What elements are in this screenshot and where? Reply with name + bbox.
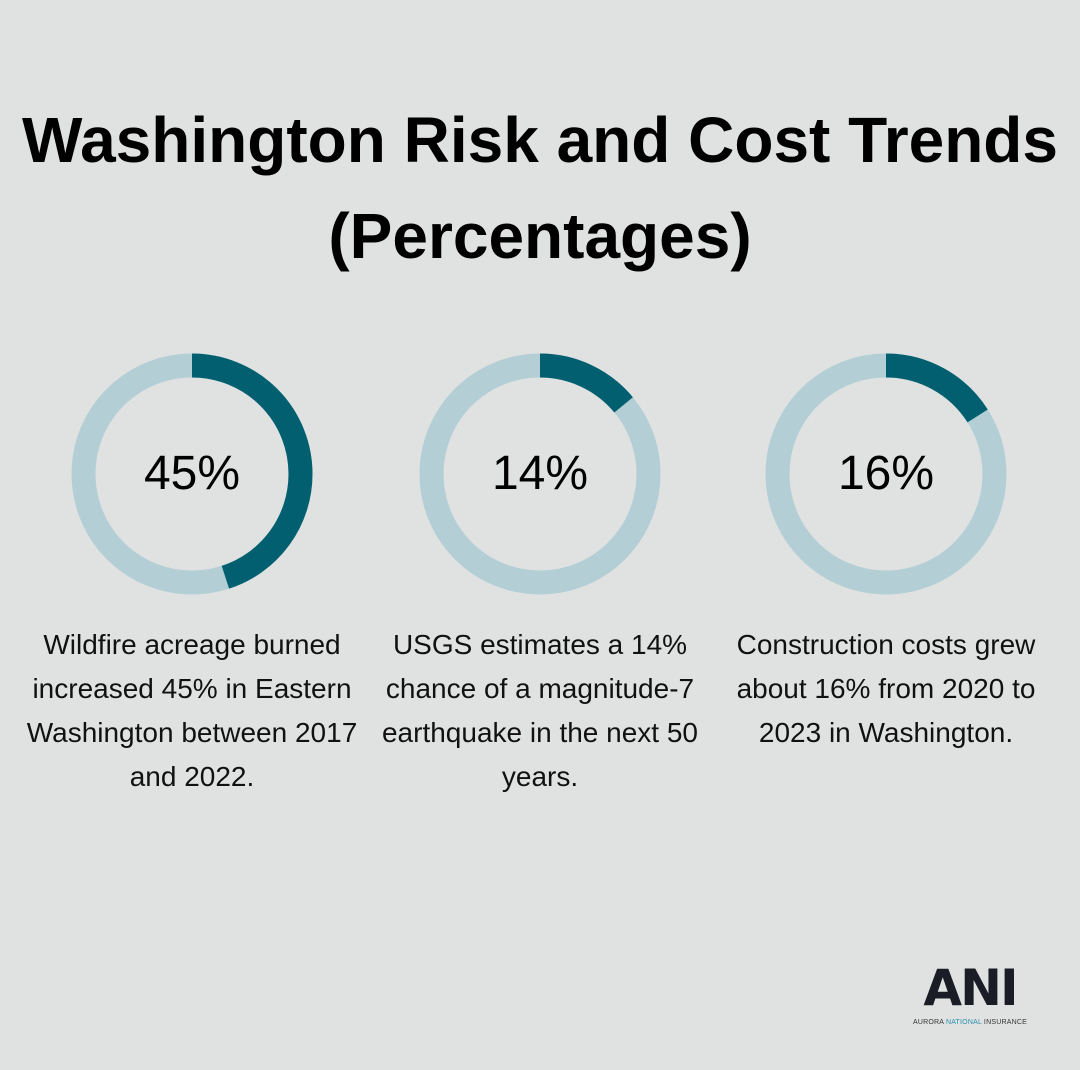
donut-card: 14% USGS estimates a 14% chance of a magn…: [370, 353, 710, 799]
donut-chart: [765, 353, 1007, 595]
donut-slice-value: [765, 353, 1007, 595]
logo-name-b: NATIONAL: [945, 1019, 982, 1026]
donut-chart: [419, 353, 661, 595]
donut-percent-label: 45%: [143, 447, 241, 500]
donut-ring: 14%: [419, 353, 661, 595]
donut-slice-value: [71, 353, 313, 595]
donut-description: Wildfire acreage burned increased 45% in…: [26, 629, 358, 792]
donut-ring: 16%: [765, 353, 1007, 595]
donut-description: Construction costs grew about 16% from 2…: [736, 629, 1036, 748]
donut-description: USGS estimates a 14% chance of a magnitu…: [381, 629, 698, 792]
logo-mark: ANI: [923, 959, 1018, 1017]
logo-name-a: AURORA: [913, 1019, 946, 1026]
donut-percent-label: 16%: [837, 447, 935, 500]
donut-card: 45% Wildfire acreage burned increased 45%…: [22, 353, 362, 799]
donut-card: 16% Construction costs grew about 16% fro…: [716, 353, 1056, 755]
donut-percent-label: 14%: [491, 447, 589, 500]
logo: ANI AURORA NATIONAL INSURANCE: [900, 958, 1040, 1028]
donut-slice-value: [419, 353, 661, 595]
donut-chart: [71, 353, 313, 595]
logo-name: AURORA NATIONAL INSURANCE: [900, 1018, 1040, 1028]
page-title: Washington Risk and Cost Trends (Percent…: [22, 104, 1058, 272]
donut-ring: 45%: [71, 353, 313, 595]
logo-name-c: INSURANCE: [981, 1019, 1027, 1026]
